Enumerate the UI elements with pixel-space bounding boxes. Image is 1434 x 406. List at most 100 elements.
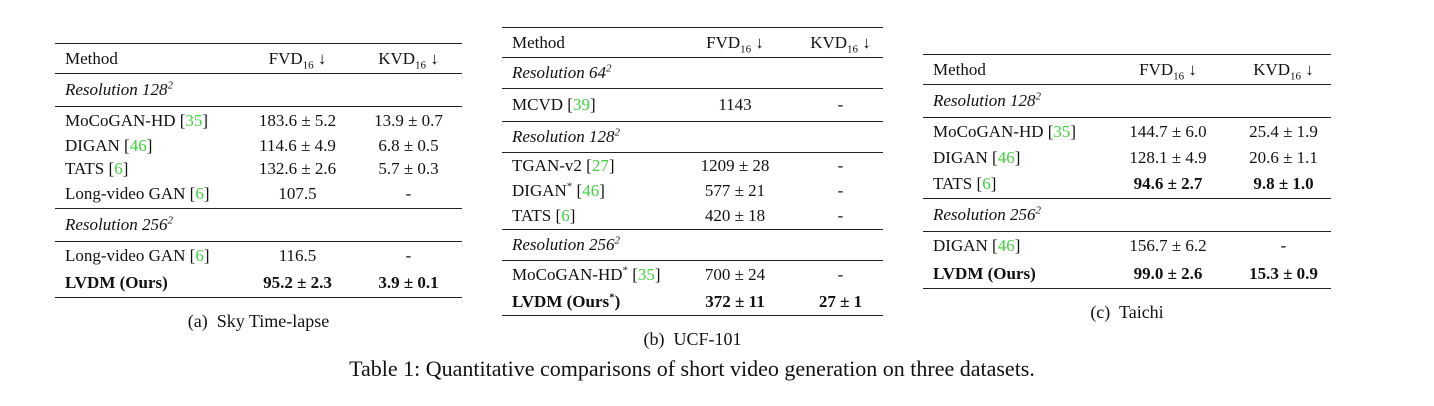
column-header: FVD16 ↓ [240, 43, 355, 74]
table-body: Method FVD16 ↓ KVD16 ↓ Resolution 1282 MoCoG… [923, 54, 1331, 289]
resolution-exponent: 2 [605, 62, 612, 75]
resolution-row: Resolution 1282 [923, 84, 1331, 118]
column-header: FVD16 ↓ [1100, 54, 1236, 85]
table-caption: Table 1: Quantitative comparisons of sho… [349, 356, 1035, 381]
method-cell: Long-video GAN [6] [65, 245, 210, 265]
citation: 35 [185, 110, 203, 130]
method-cell: TATS [6] [923, 169, 1100, 199]
column-header: FVD16 ↓ [672, 27, 798, 58]
metric-subscript: 16 [847, 42, 859, 55]
resolution-label: Resolution 2562 [55, 208, 462, 242]
metric-name: KVD [810, 32, 848, 52]
resolution-row: Resolution 642 [502, 57, 883, 89]
resolution-text: Resolution 256 [512, 235, 615, 254]
results-table: Method FVD16 ↓ KVD16 ↓ Resolution 1282 MoCoG… [55, 43, 462, 298]
value-cell: - [837, 156, 844, 175]
metric-arrow: ↓ [430, 48, 439, 68]
value-cell: 156.7 ± 6.2 [1129, 235, 1207, 255]
resolution-label: Resolution 1282 [923, 84, 1331, 118]
metric-name: KVD [1253, 59, 1291, 79]
value-cell: 1143 [672, 88, 798, 122]
value-cell: 99.0 ± 2.6 [1100, 259, 1236, 289]
resolution-exponent: 2 [614, 125, 620, 138]
data-row: TATS [6] 420 ± 18- [502, 202, 883, 230]
data-row: MoCoGAN-HD [35] 183.6 ± 5.2 13.9 ± 0.7 [55, 107, 462, 135]
resolution-text: Resolution 256 [933, 204, 1036, 224]
citation: 39 [572, 94, 590, 114]
value-cell: 132.6 ± 2.6 [258, 159, 337, 178]
method-cell: DIGAN [46] [65, 136, 153, 155]
citation: 6 [195, 184, 204, 204]
citation: 46 [582, 180, 600, 200]
value-cell: 420 ± 18 [672, 202, 798, 230]
metric-arrow: ↓ [317, 48, 327, 68]
data-row: Long-video GAN [6] 116.5 - [55, 242, 462, 270]
value-cell: 114.6 ± 4.9 [259, 136, 336, 155]
method-cell: MCVD [39] [502, 88, 672, 122]
data-row: TATS [6] 132.6 ± 2.6 5.7 ± 0.3 [55, 158, 462, 181]
method-cell: DIGAN [46] [933, 235, 1021, 255]
method-cell: TGAN-v2 [27] [512, 156, 615, 175]
table-body: Method FVD16 ↓ KVD16 ↓ Resolution 1282 MoCoG… [55, 43, 462, 298]
citation: 46 [997, 147, 1015, 167]
citation: 6 [195, 245, 204, 265]
subtable-caption: (c) Taichi [1090, 301, 1164, 322]
data-row: DIGAN* [46] 577 ± 21 - [502, 180, 883, 203]
value-cell: 5.7 ± 0.3 [378, 159, 439, 178]
subtable-caption: (b) UCF-101 [643, 329, 742, 349]
column-header: Method [923, 54, 1100, 85]
data-row: LVDM (Ours*) 372 ± 11 27 ± 1 [502, 288, 883, 316]
value-cell: - [837, 180, 844, 200]
value-cell: 20.6 ± 1.1 [1249, 147, 1318, 167]
resolution-label: Resolution 642 [502, 57, 883, 89]
resolution-text: Resolution 128 [933, 91, 1036, 110]
value-cell: 577 ± 21 [704, 180, 766, 200]
column-header: KVD16 ↓ [1236, 54, 1331, 85]
data-row: LVDM (Ours) 99.0 ± 2.6 15.3 ± 0.9 [923, 259, 1331, 289]
method-cell: DIGAN* [46] [512, 180, 605, 200]
value-cell: 94.6 ± 2.7 [1100, 169, 1236, 199]
resolution-exponent: 2 [167, 214, 173, 227]
data-row: MoCoGAN-HD [35] 144.7 ± 6.0 25.4 ± 1.9 [923, 118, 1331, 147]
value-cell: 116.5 [278, 245, 317, 265]
value-cell: - [355, 180, 462, 209]
resolution-text: Resolution 256 [65, 215, 168, 234]
value-cell: 700 ± 24 [704, 264, 766, 284]
method-cell: TATS [6] [502, 202, 672, 230]
value-cell: 183.6 ± 5.2 [258, 110, 337, 130]
metric-subscript: 16 [740, 42, 752, 55]
resolution-exponent: 2 [1035, 90, 1041, 103]
metric-arrow: ↓ [755, 32, 764, 52]
value-cell: - [1280, 235, 1287, 255]
resolution-text: Resolution 64 [512, 63, 606, 82]
column-header: KVD16 ↓ [355, 43, 462, 74]
method-cell: LVDM (Ours*) [502, 288, 672, 316]
resolution-exponent: 2 [167, 79, 173, 92]
value-cell: 25.4 ± 1.9 [1249, 122, 1318, 141]
resolution-text: Resolution 128 [65, 80, 168, 99]
metric-name: FVD [268, 48, 303, 68]
data-row: LVDM (Ours) 95.2 ± 2.3 3.9 ± 0.1 [55, 269, 462, 298]
method-cell: DIGAN [46] [933, 147, 1021, 167]
subtable-caption: (a) Sky Time-lapse [187, 311, 330, 331]
method-cell: MoCoGAN-HD [35] [65, 110, 209, 130]
value-cell: 27 ± 1 [798, 288, 883, 316]
header-text: Method [65, 48, 118, 68]
resolution-row: Resolution 2562 [55, 208, 462, 242]
method-cell: MoCoGAN-HD [35] [933, 122, 1077, 141]
value-cell: 9.8 ± 1.0 [1236, 169, 1331, 199]
resolution-exponent: 2 [614, 234, 620, 247]
method-cell: Long-video GAN [6] [55, 180, 240, 209]
value-cell: 128.1 ± 4.9 [1129, 147, 1207, 167]
header-row: Method FVD16 ↓ KVD16 ↓ [502, 27, 883, 58]
method-cell: MoCoGAN-HD* [35] [512, 263, 661, 284]
metric-arrow: ↓ [862, 32, 871, 52]
value-cell: 144.7 ± 6.0 [1129, 122, 1207, 141]
value-cell: 95.2 ± 2.3 [240, 269, 355, 298]
data-row: TATS [6] 94.6 ± 2.7 9.8 ± 1.0 [923, 169, 1331, 199]
data-row: DIGAN [46] 114.6 ± 4.9 6.8 ± 0.5 [55, 135, 462, 158]
column-header: Method [502, 27, 672, 58]
citation: 46 [129, 136, 147, 155]
value-cell: 13.9 ± 0.7 [374, 110, 443, 130]
resolution-row: Resolution 2562 [502, 229, 883, 261]
